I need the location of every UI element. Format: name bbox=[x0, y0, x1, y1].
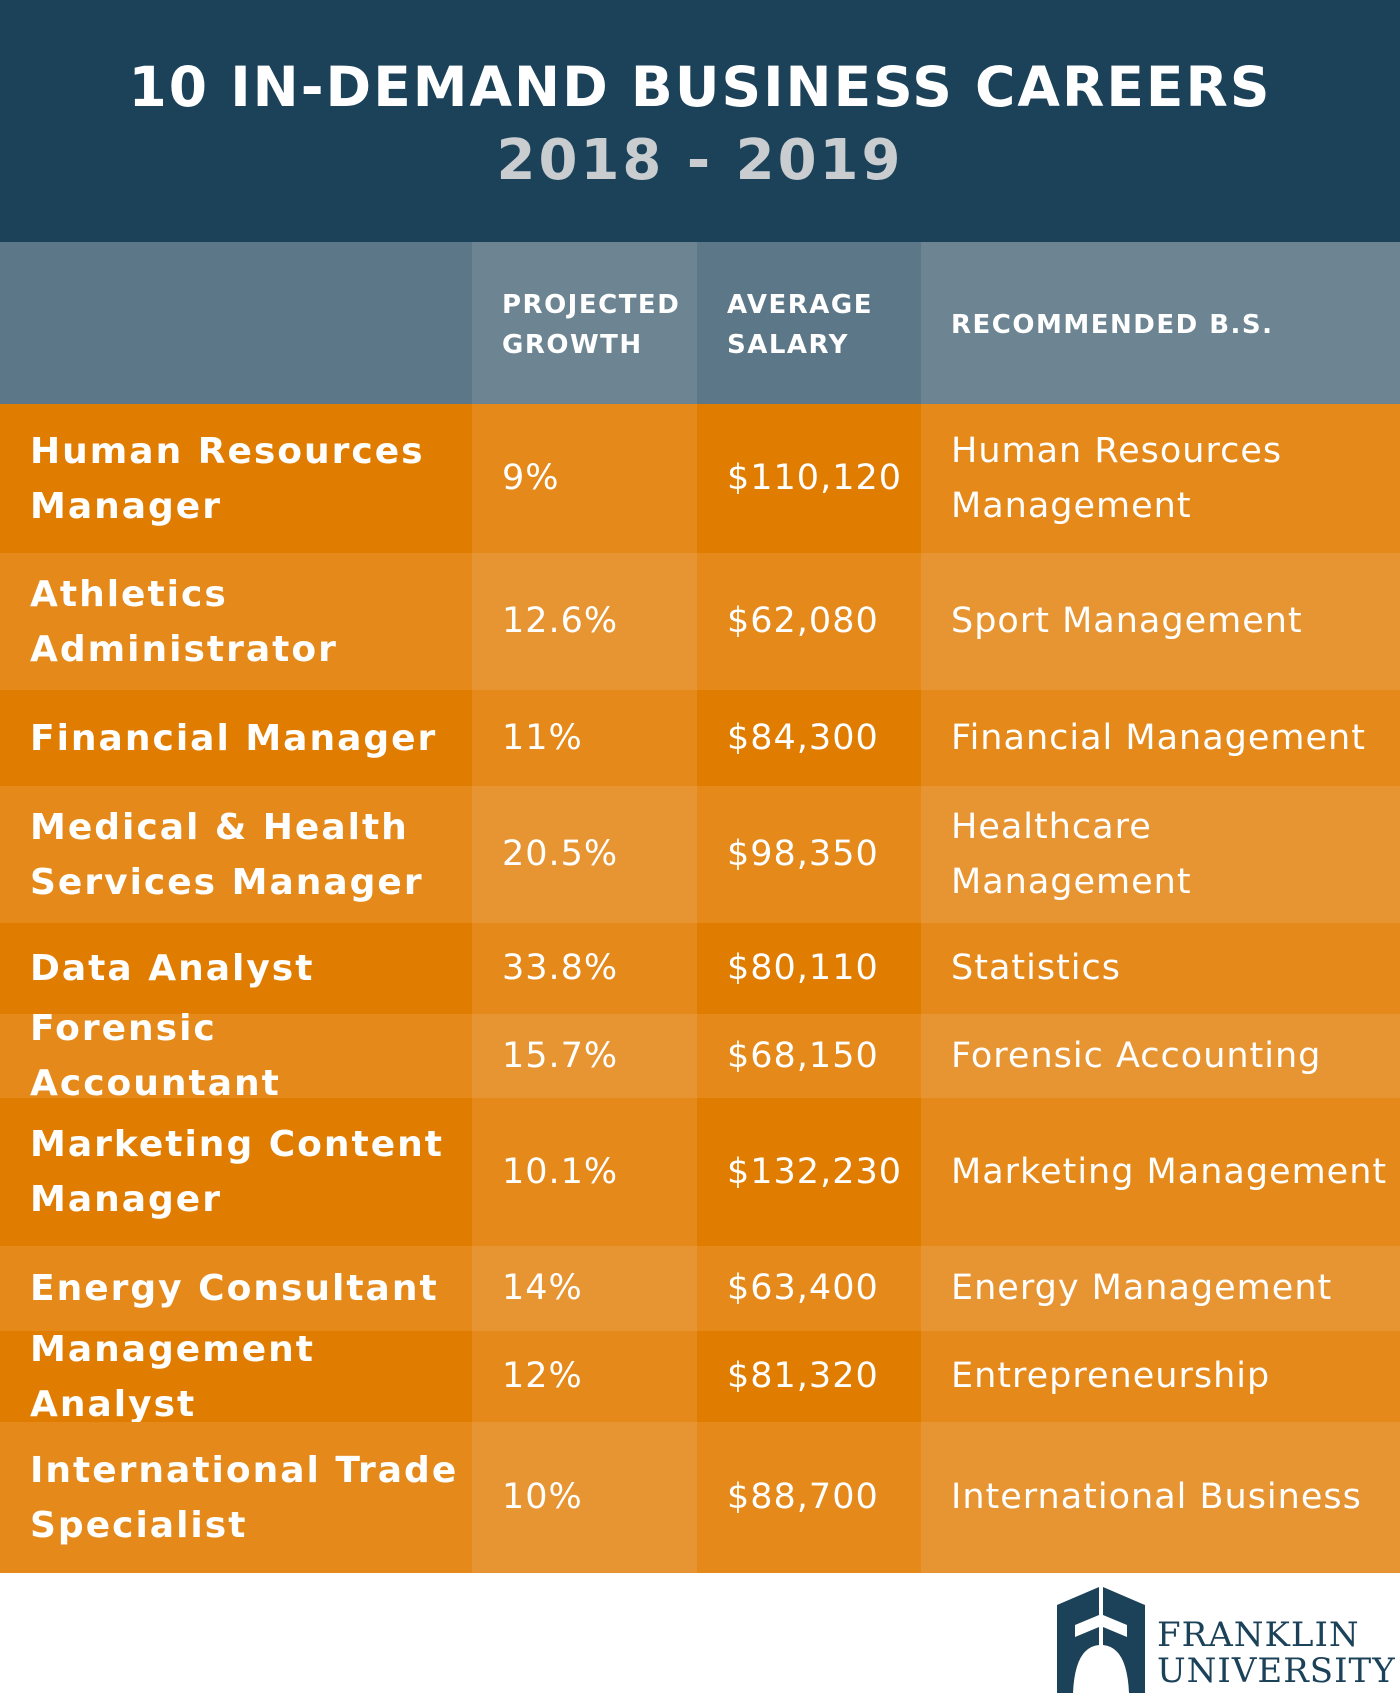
logo-line-2: UNIVERSITY bbox=[1157, 1651, 1396, 1691]
cell-degree: Forensic Accounting bbox=[921, 1014, 1400, 1098]
table-row: International Trade Specialist 10% $88,700… bbox=[0, 1422, 1400, 1573]
franklin-university-logo bbox=[1057, 1587, 1145, 1693]
cell-salary: $132,230 bbox=[697, 1098, 921, 1246]
cell-salary: $84,300 bbox=[697, 690, 921, 786]
title-banner: 10 IN-DEMAND BUSINESS CAREERS 2018 - 201… bbox=[0, 0, 1400, 242]
cell-degree: International Business bbox=[921, 1422, 1400, 1573]
cell-career: International Trade Specialist bbox=[0, 1422, 472, 1573]
page-subtitle: 2018 - 2019 bbox=[496, 128, 904, 193]
cell-growth: 11% bbox=[472, 690, 697, 786]
cell-degree: Entrepreneurship bbox=[921, 1331, 1400, 1422]
table-row: Medical & Health Services Manager 20.5% $9… bbox=[0, 786, 1400, 923]
cell-salary: $81,320 bbox=[697, 1331, 921, 1422]
cell-career: Management Analyst bbox=[0, 1329, 472, 1425]
cell-degree: Sport Management bbox=[921, 553, 1400, 690]
cell-degree: Healthcare Management bbox=[921, 786, 1400, 923]
logo-text: FRANKLIN UNIVERSITY bbox=[1157, 1617, 1396, 1689]
table-row: Marketing Content Manager 10.1% $132,230 Ma… bbox=[0, 1098, 1400, 1246]
cell-degree: Financial Management bbox=[921, 690, 1400, 786]
cell-growth: 10% bbox=[472, 1422, 697, 1573]
cell-salary: $80,110 bbox=[697, 923, 921, 1014]
cell-growth: 14% bbox=[472, 1246, 697, 1331]
table-header: PROJECTED GROWTH AVERAGE SALARY RECOMMEN… bbox=[0, 242, 1400, 404]
cell-career: Financial Manager bbox=[0, 690, 472, 786]
cell-growth: 12.6% bbox=[472, 553, 697, 690]
cell-growth: 15.7% bbox=[472, 1014, 697, 1098]
column-header-salary: AVERAGE SALARY bbox=[697, 242, 921, 404]
cell-growth: 10.1% bbox=[472, 1098, 697, 1246]
cell-degree: Energy Management bbox=[921, 1246, 1400, 1331]
cell-salary: $62,080 bbox=[697, 553, 921, 690]
cell-career: Energy Consultant bbox=[0, 1246, 472, 1331]
cell-career: Forensic Accountant bbox=[0, 1008, 472, 1104]
column-header-career bbox=[0, 242, 472, 404]
cell-degree: Human Resources Management bbox=[921, 404, 1400, 553]
cell-salary: $98,350 bbox=[697, 786, 921, 923]
cell-career: Data Analyst bbox=[0, 923, 472, 1014]
column-header-degree: RECOMMENDED B.S. bbox=[921, 242, 1400, 404]
cell-career: Human Resources Manager bbox=[0, 404, 472, 553]
cell-career: Athletics Administrator bbox=[0, 553, 472, 690]
cell-growth: 9% bbox=[472, 404, 697, 553]
cell-growth: 12% bbox=[472, 1331, 697, 1422]
careers-table: PROJECTED GROWTH AVERAGE SALARY RECOMMEN… bbox=[0, 242, 1400, 1573]
cell-salary: $110,120 bbox=[697, 404, 921, 553]
cell-salary: $88,700 bbox=[697, 1422, 921, 1573]
table-row: Forensic Accountant 15.7% $68,150 Forensic … bbox=[0, 1008, 1400, 1104]
cell-salary: $68,150 bbox=[697, 1014, 921, 1098]
table-row: Athletics Administrator 12.6% $62,080 Sport… bbox=[0, 553, 1400, 690]
cell-growth: 20.5% bbox=[472, 786, 697, 923]
cell-degree: Marketing Management bbox=[921, 1098, 1400, 1246]
cell-degree: Statistics bbox=[921, 923, 1400, 1014]
table-row: Management Analyst 12% $81,320 Entrepreneur… bbox=[0, 1329, 1400, 1425]
table-row: Data Analyst 33.8% $80,110 Statistics bbox=[0, 923, 1400, 1014]
table-row: Financial Manager 11% $84,300 Financial Man… bbox=[0, 690, 1400, 786]
cell-career: Medical & Health Services Manager bbox=[0, 786, 472, 923]
page-title: 10 IN-DEMAND BUSINESS CAREERS bbox=[128, 55, 1272, 119]
cell-career: Marketing Content Manager bbox=[0, 1098, 472, 1246]
column-header-growth: PROJECTED GROWTH bbox=[472, 242, 697, 404]
cell-growth: 33.8% bbox=[472, 923, 697, 1014]
logo-line-1: FRANKLIN bbox=[1157, 1615, 1360, 1655]
table-row: Human Resources Manager 9% $110,120 Human R… bbox=[0, 404, 1400, 553]
cell-salary: $63,400 bbox=[697, 1246, 921, 1331]
table-row: Energy Consultant 14% $63,400 Energy Manage… bbox=[0, 1246, 1400, 1331]
